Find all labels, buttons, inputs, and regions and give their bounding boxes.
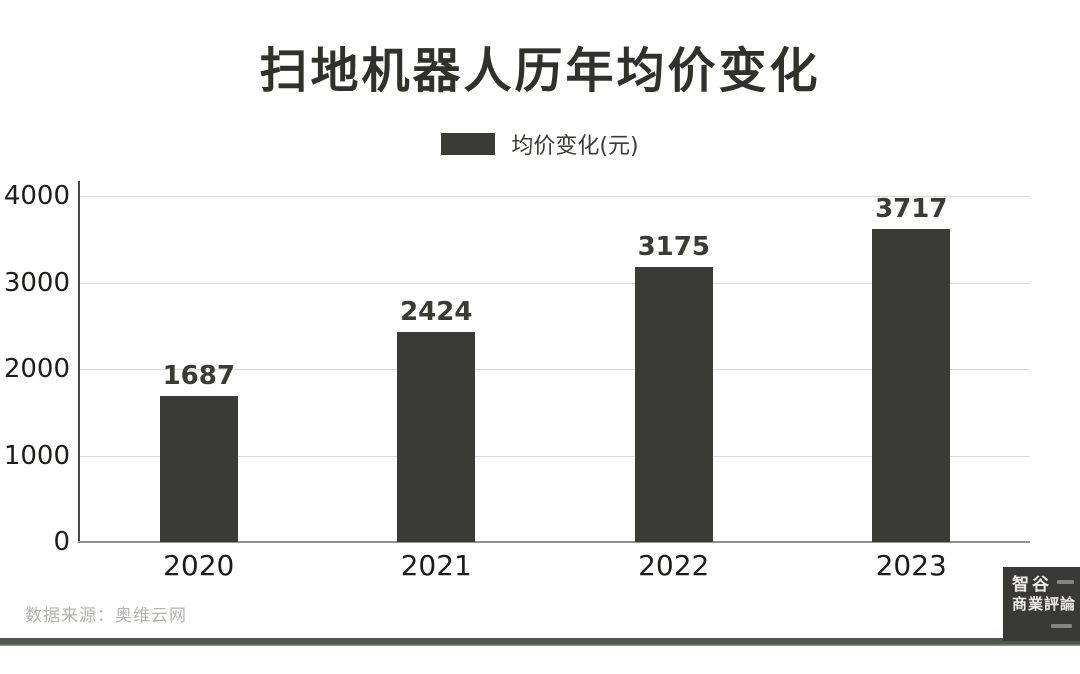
x-axis-labels: 2020 2021 2022 2023 xyxy=(80,549,1030,582)
bar-2021 xyxy=(397,332,476,542)
y-tick-label: 1000 xyxy=(3,440,70,471)
legend-label: 均价变化(元) xyxy=(511,134,639,159)
bar-value-label: 3175 xyxy=(637,232,710,262)
y-tick-label: 3000 xyxy=(3,267,70,298)
y-tick-label: 2000 xyxy=(3,354,70,384)
x-tick-label: 2022 xyxy=(638,549,710,582)
plot-area: 1687 2424 3175 3717 xyxy=(80,196,1030,542)
logo-text-line2: 商業評論 xyxy=(1012,595,1077,613)
green-divider-line xyxy=(0,638,1080,646)
y-tick-label: 4000 xyxy=(3,181,70,211)
chart-title: 扫地机器人历年均价变化 xyxy=(259,43,821,99)
logo-fineprint-bottom xyxy=(1051,624,1072,628)
logo-fineprint-top xyxy=(1057,580,1074,584)
x-axis-line xyxy=(78,541,1030,543)
bar-2023 xyxy=(872,229,951,542)
bar-group-2022: 3175 xyxy=(555,196,793,542)
legend-swatch xyxy=(441,133,496,155)
gridline xyxy=(80,455,1030,457)
bars-row: 1687 2424 3175 3717 xyxy=(80,196,1030,542)
bar-group-2020: 1687 xyxy=(80,196,318,542)
gridline xyxy=(80,282,1030,284)
bar-group-2023: 3717 xyxy=(793,196,1031,542)
legend: 均价变化(元) xyxy=(0,128,1080,160)
data-source-note: 数据来源：奥维云网 xyxy=(25,606,187,626)
x-tick-label: 2023 xyxy=(875,549,947,582)
x-tick-label: 2020 xyxy=(163,549,235,582)
y-axis-ticks: 4000 3000 2000 1000 0 xyxy=(0,181,70,557)
gridline xyxy=(80,369,1030,370)
gridline xyxy=(80,196,1030,197)
publisher-logo: 智谷 商業評論 xyxy=(1003,567,1080,641)
bar-2020 xyxy=(159,396,238,542)
bar-value-label: 3717 xyxy=(875,194,948,224)
y-tick-label: 0 xyxy=(53,527,70,557)
bar-group-2021: 2424 xyxy=(318,196,556,542)
x-tick-label: 2021 xyxy=(400,549,472,582)
y-axis-line xyxy=(78,181,80,543)
bar-2022 xyxy=(634,267,713,542)
bar-value-label: 2424 xyxy=(400,297,473,327)
logo-text-line1: 智谷 xyxy=(1012,575,1052,595)
bar-value-label: 1687 xyxy=(162,361,235,391)
